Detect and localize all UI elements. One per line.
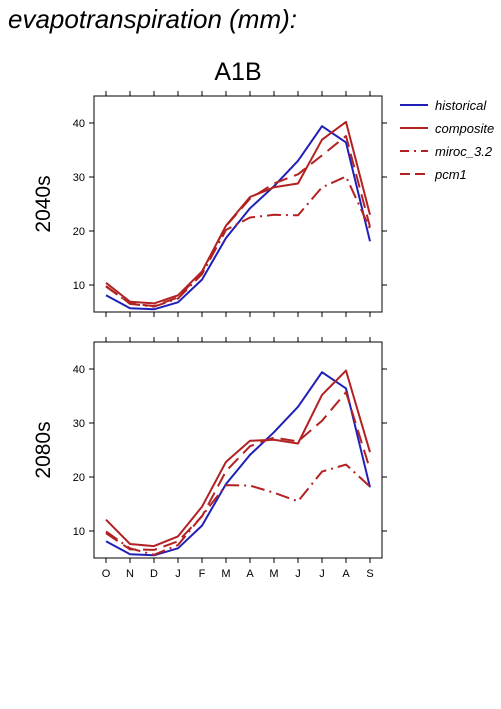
series-line-miroc-3-2 (105, 463, 371, 556)
x-tick-label: O (102, 568, 111, 580)
y-tick-label: 40 (73, 364, 85, 376)
x-tick-label: J (295, 568, 301, 580)
y-tick-label: 40 (73, 118, 85, 130)
legend-label: composite (435, 121, 494, 136)
chart-legend: historical composite miroc_3.2 pcm1 (400, 98, 494, 182)
x-tick-label: A (342, 568, 350, 580)
legend-label: pcm1 (434, 167, 467, 182)
legend-item: miroc_3.2 (400, 144, 493, 159)
series-line-composite (105, 120, 371, 305)
series-line-pcm1 (105, 135, 371, 308)
y-tick-label: 10 (73, 280, 85, 292)
chart-panels: 10 20 30 40 10 20 30 40 O N D J F M A M J J A S (73, 91, 387, 580)
legend-label: miroc_3.2 (435, 144, 493, 159)
x-tick-label: M (221, 568, 230, 580)
y-tick-label: 30 (73, 172, 85, 184)
y-tick-label: 20 (73, 226, 85, 238)
row-label-2080s: 2080s (32, 421, 55, 478)
row-label-2040s: 2040s (32, 175, 55, 232)
legend-item: composite (400, 121, 494, 136)
legend-item: historical (400, 98, 487, 113)
y-tick-label: 20 (73, 472, 85, 484)
plot-frame (93, 95, 383, 313)
legend-item: pcm1 (400, 167, 467, 182)
y-tick-label: 10 (73, 526, 85, 538)
plot-frame (93, 341, 383, 559)
x-tick-label: D (150, 568, 158, 580)
x-tick-label: F (199, 568, 206, 580)
x-tick-label: N (126, 568, 134, 580)
series-line-historical (105, 125, 371, 311)
legend-label: historical (435, 98, 487, 113)
x-tick-label: A (246, 568, 254, 580)
x-tick-label: J (319, 568, 325, 580)
panel-title: A1B (214, 58, 261, 86)
panel-2040s: 10 20 30 40 (73, 91, 387, 317)
x-tick-label: S (366, 568, 373, 580)
y-tick-label: 30 (73, 418, 85, 430)
series-line-composite (105, 369, 371, 548)
series-line-miroc-3-2 (105, 175, 371, 308)
panel-2080s: 10 20 30 40 O N D J F M A M J J A S (73, 337, 387, 580)
series-line-historical (105, 371, 371, 557)
x-tick-label: M (269, 568, 278, 580)
x-tick-label: J (175, 568, 181, 580)
figure-title: evapotranspiration (mm): (8, 4, 297, 34)
series-line-pcm1 (105, 391, 371, 551)
